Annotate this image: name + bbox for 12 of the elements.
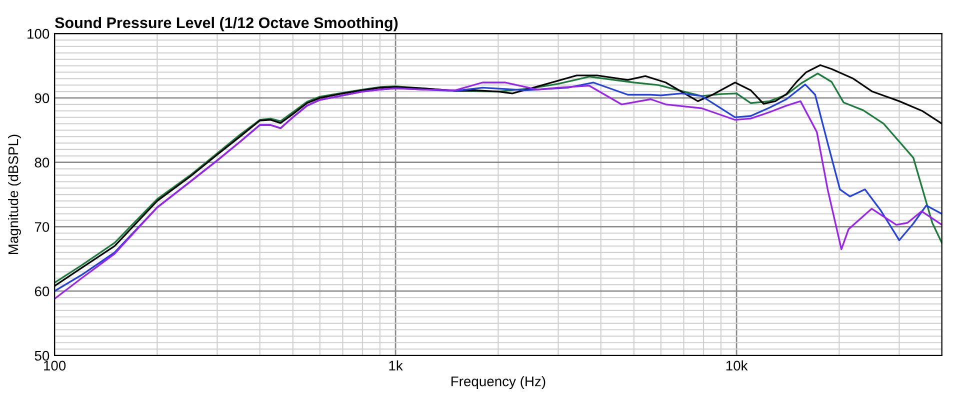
y-tick-label: 80 <box>34 158 50 168</box>
y-tick-label: 100 <box>28 28 50 39</box>
y-tick-label: 60 <box>34 286 50 296</box>
x-tick-label: 1k <box>389 360 403 370</box>
x-tick-label: 10k <box>726 360 748 371</box>
y-axis-title: Magnitude (dBSPL) <box>8 134 21 254</box>
y-tick-label: 70 <box>34 222 50 232</box>
x-tick-label: 100 <box>44 360 66 371</box>
chart-title: Sound Pressure Level (1/12 Octave Smoothing) <box>54 16 398 32</box>
y-tick-label: 90 <box>34 93 50 104</box>
x-axis-title: Frequency (Hz) <box>451 376 546 390</box>
y-tick-label: 50 <box>34 350 50 361</box>
